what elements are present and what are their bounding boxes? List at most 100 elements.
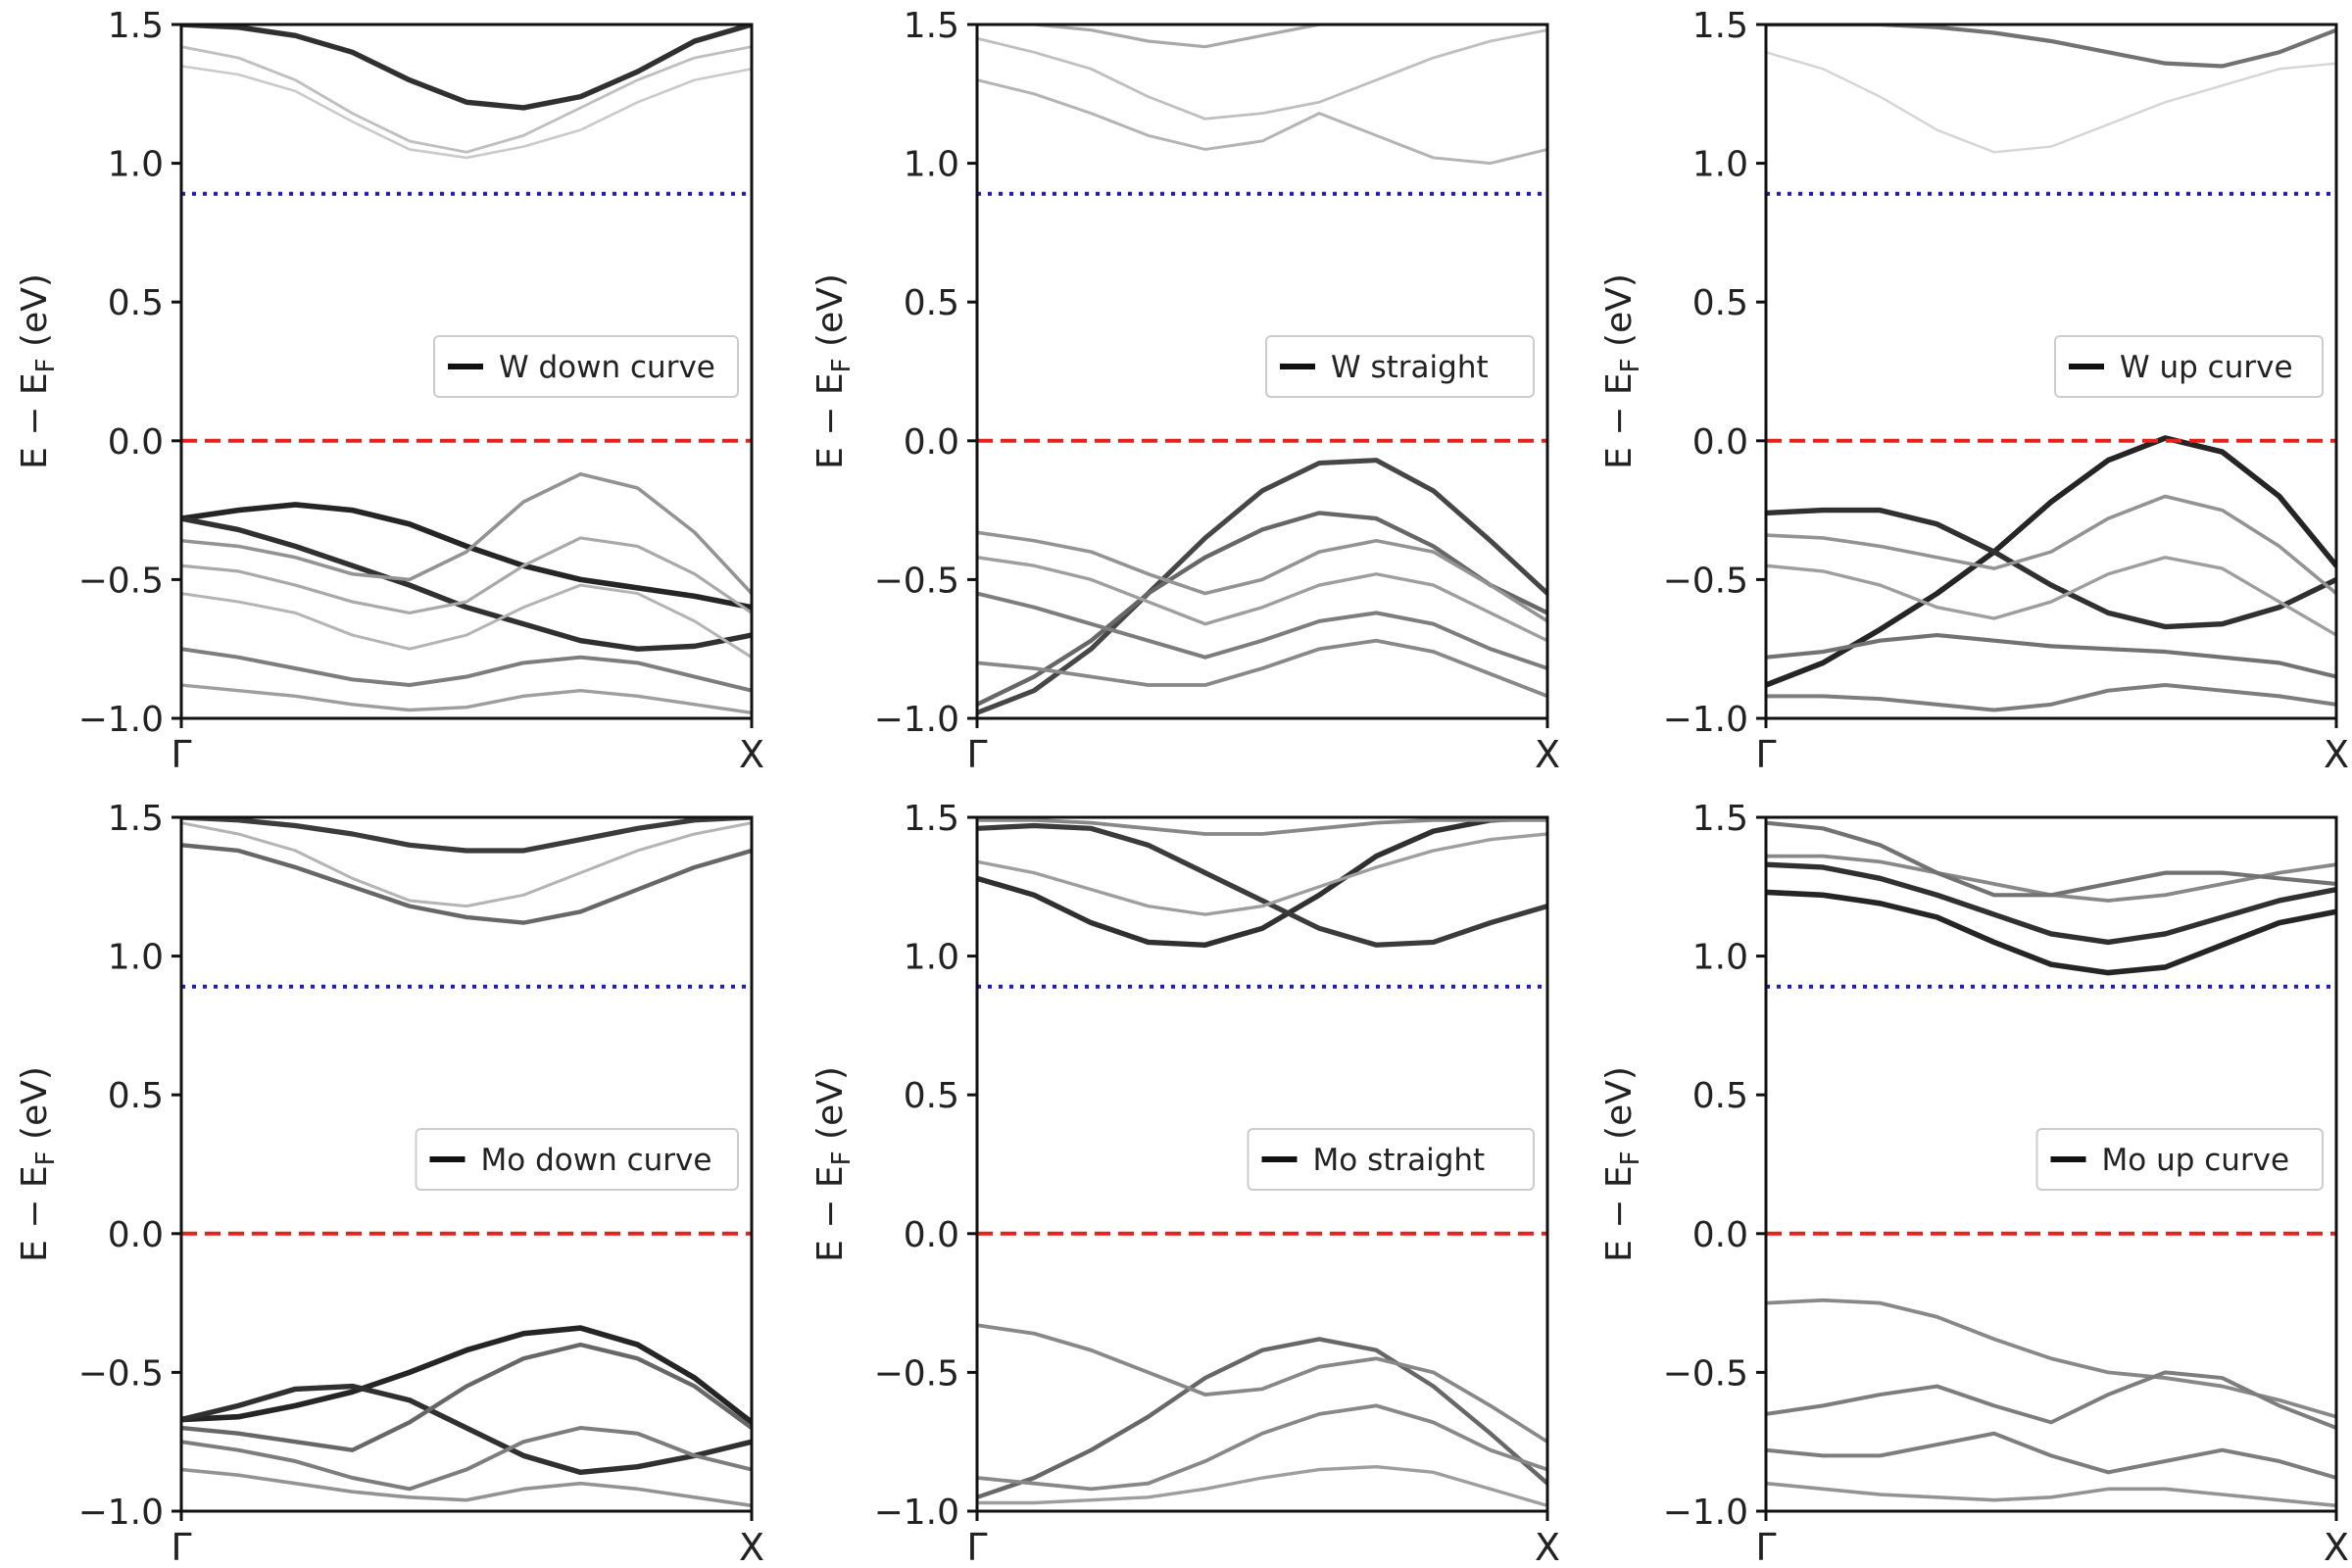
band-valence-4 [1766, 556, 2336, 637]
band-conduction-2 [977, 28, 1547, 121]
x-tick-label: X [1535, 1526, 1560, 1568]
x-tick-label: X [2324, 1526, 2349, 1568]
plot-frame [1764, 815, 2338, 1513]
x-tick-label: Γ [171, 1526, 191, 1568]
y-tick-label: 1.0 [904, 145, 959, 185]
y-tick-label: 0.0 [1692, 422, 1748, 463]
band-conduction-3 [977, 832, 1547, 916]
band-valence-4 [1766, 1481, 2336, 1508]
legend-box [415, 1128, 739, 1191]
y-tick-label: 0.5 [1692, 283, 1748, 323]
band-lines [977, 817, 1547, 1508]
y-tick-label: 1.0 [904, 938, 959, 978]
subplot-1: −1.0 −0.5 0.0 0.5 1.0 1.5 Γ X E − EF (eV) W down … [15, 6, 764, 776]
legend-label: Mo down curve [481, 1143, 712, 1178]
y-axis-label: E − EF (eV) [1599, 1066, 1645, 1262]
band-valence-6 [1766, 683, 2336, 712]
band-lines [1766, 24, 2336, 712]
x-tick-label: Γ [1755, 1526, 1776, 1568]
band-valence-3 [1766, 494, 2336, 596]
band-conduction-3 [977, 24, 1547, 49]
band-valence-6 [181, 647, 752, 693]
legend: W straight [1265, 335, 1535, 398]
y-tick-label: 1.5 [1692, 799, 1748, 839]
band-valence-4 [977, 556, 1547, 643]
band-valence-top-2 [181, 1383, 752, 1476]
y-tick-label: −1.0 [1663, 700, 1748, 740]
y-tick-label: 0.5 [108, 283, 164, 323]
y-tick-label: −0.5 [78, 1353, 164, 1394]
band-lines [181, 817, 752, 1508]
legend: W up curve [2054, 335, 2324, 398]
y-tick-label: 1.0 [1692, 145, 1748, 185]
plot-frame [975, 815, 1549, 1513]
band-valence-4 [977, 1464, 1547, 1508]
band-valence-top-1 [977, 458, 1547, 715]
subplot-4: −1.0 −0.5 0.0 0.5 1.0 1.5 Γ X E − EF (eV) Mo down… [15, 799, 764, 1568]
band-valence-7 [181, 683, 752, 715]
y-tick-label: 0.0 [108, 1215, 164, 1255]
subplot-3: −1.0 −0.5 0.0 0.5 1.0 1.5 Γ X E − EF (eV) W up cu… [1599, 6, 2349, 776]
band-valence-top-2 [1766, 1370, 2336, 1431]
y-tick-label: −1.0 [874, 700, 959, 740]
band-valence-top-1 [181, 502, 752, 611]
band-conduction-1 [1766, 889, 2336, 976]
band-valence-4 [181, 536, 752, 614]
legend-box [1265, 335, 1535, 398]
band-conduction-3 [181, 65, 752, 160]
x-tick-label: X [739, 1526, 764, 1568]
x-tick-label: X [2324, 733, 2349, 776]
y-tick-label: −1.0 [874, 1493, 959, 1533]
band-valence-3 [1766, 1431, 2336, 1481]
band-valence-3 [977, 1403, 1547, 1492]
y-tick-label: 1.5 [904, 799, 959, 839]
plot-frame [179, 815, 754, 1513]
y-tick-label: 0.5 [904, 1076, 959, 1116]
legend-box [2054, 335, 2324, 398]
x-tick-label: Γ [1755, 733, 1776, 776]
y-axis-label: E − EF (eV) [810, 273, 857, 469]
band-valence-4 [181, 1426, 752, 1492]
plot-frame [975, 23, 1549, 720]
band-valence-top-2 [181, 515, 752, 652]
legend-label: Mo up curve [2102, 1143, 2290, 1178]
band-valence-5 [181, 1467, 752, 1508]
plot-frame [179, 23, 754, 720]
plot-frame [1764, 23, 2338, 720]
y-tick-label: 0.5 [904, 283, 959, 323]
legend: W down curve [433, 335, 739, 398]
band-conduction-4 [977, 817, 1547, 836]
band-valence-3 [181, 471, 752, 596]
y-tick-label: 0.0 [108, 422, 164, 463]
band-conduction-1 [181, 24, 752, 111]
band-valence-top-1 [1766, 435, 2336, 688]
y-tick-label: 1.5 [108, 799, 164, 839]
subplot-2: −1.0 −0.5 0.0 0.5 1.0 1.5 Γ X E − EF (eV) W strai… [810, 6, 1560, 776]
subplot-5: −1.0 −0.5 0.0 0.5 1.0 1.5 Γ X E − EF (eV) Mo stra… [810, 799, 1560, 1568]
band-conduction-2 [1766, 51, 2336, 154]
y-tick-label: 1.5 [904, 6, 959, 46]
band-lines [181, 24, 752, 715]
band-valence-top-2 [977, 511, 1547, 708]
x-tick-label: Γ [966, 733, 987, 776]
y-axis-label: E − EF (eV) [1599, 273, 1645, 469]
band-valence-top-1 [1766, 1298, 2336, 1419]
band-lines [977, 24, 1547, 715]
y-axis-label: E − EF (eV) [810, 1066, 857, 1262]
band-valence-5 [181, 583, 752, 660]
y-tick-label: −0.5 [874, 561, 959, 601]
band-conduction-1 [1766, 24, 2336, 69]
legend: Mo straight [1247, 1128, 1535, 1191]
legend-label: W down curve [499, 350, 715, 385]
legend: Mo up curve [2035, 1128, 2324, 1191]
y-tick-label: 0.0 [1692, 1215, 1748, 1255]
legend-label: W up curve [2120, 350, 2293, 385]
band-conduction-1 [977, 817, 1547, 948]
y-tick-label: 1.5 [1692, 6, 1748, 46]
band-valence-top-2 [1766, 507, 2336, 630]
y-tick-label: 1.0 [108, 938, 164, 978]
band-conduction-1 [181, 817, 752, 854]
band-valence-3 [977, 530, 1547, 623]
y-tick-label: −1.0 [1663, 1493, 1748, 1533]
y-tick-label: −1.0 [78, 1493, 164, 1533]
